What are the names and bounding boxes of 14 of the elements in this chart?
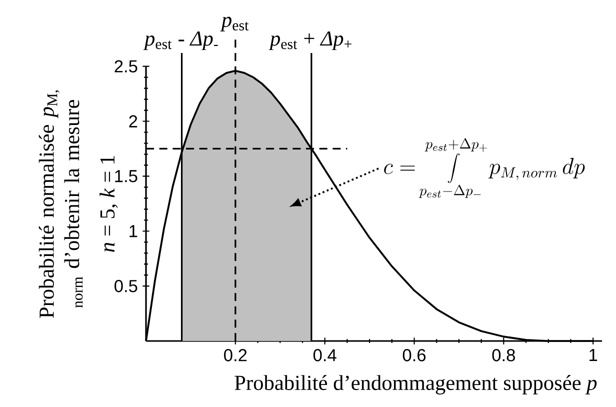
- y-tick-label: 1: [130, 225, 138, 238]
- x-tick-label: 0.4: [313, 349, 336, 362]
- y-tick-label: 2: [129, 115, 138, 128]
- x-axis-title: Probabilité d’endommagement supposée p: [234, 375, 597, 394]
- y-tick-label: 2.5: [114, 60, 138, 72]
- x-tick-label: 0.2: [224, 349, 247, 362]
- ref-line-label: p$_{est}$ - Δp$_{-}$: [143, 31, 218, 50]
- x-tick-label: 1: [590, 349, 598, 361]
- annotation: $c = \int\limits_{p_{est} - \Delta p_-}^{p_{est} + \Delta p_+} p_{M,\, norm}\, dp$: [384, 138, 585, 198]
- y-tick-label: 0.5: [114, 280, 138, 292]
- x-tick-label: 0.6: [402, 349, 426, 362]
- x-tick-label: 0.8: [492, 349, 515, 362]
- ref-line-label: p$_{est}$ + Δp$_{+}$: [268, 31, 352, 50]
- ref-line-label: p$_{est}$: [220, 16, 249, 32]
